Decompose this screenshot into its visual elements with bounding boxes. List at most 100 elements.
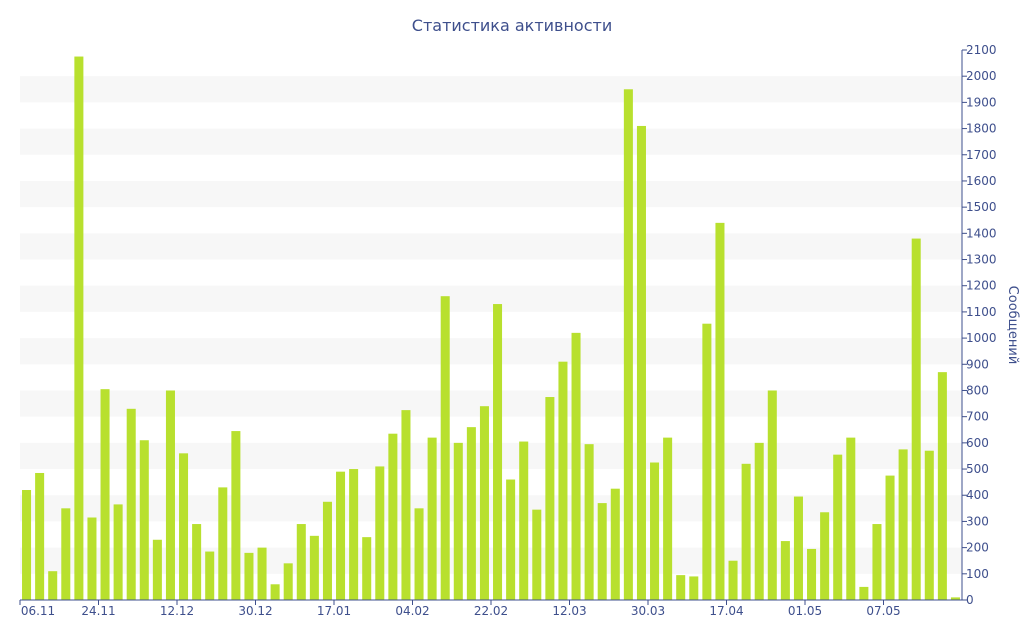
y-tick-label: 800: [966, 383, 989, 397]
bar: [87, 517, 97, 600]
bar: [152, 539, 162, 600]
bar: [859, 586, 869, 600]
y-tick-label: 200: [966, 541, 989, 555]
y-tick-label: 1000: [966, 331, 997, 345]
bar: [820, 512, 830, 600]
grid-band: [20, 233, 962, 260]
bar: [545, 397, 555, 600]
bar: [767, 390, 777, 600]
bar: [885, 475, 895, 600]
grid-band: [20, 180, 962, 208]
bar: [689, 576, 699, 600]
y-tick-label: 300: [966, 514, 989, 528]
bar: [205, 551, 215, 600]
bar: [506, 479, 516, 600]
x-tick-label: 30.03: [631, 604, 665, 618]
bar: [479, 406, 489, 600]
bar: [663, 437, 673, 600]
bar: [139, 440, 149, 600]
bar: [584, 444, 594, 600]
y-tick-label: 100: [966, 567, 989, 581]
grid-band: [20, 338, 962, 365]
bar: [846, 437, 856, 600]
bar: [401, 410, 411, 600]
x-tick-label: 30.12: [238, 604, 272, 618]
y-tick-label: 2000: [966, 69, 997, 83]
bar: [780, 541, 790, 600]
bar: [650, 462, 660, 600]
bar: [336, 471, 346, 600]
grid-bands: [20, 76, 962, 574]
x-tick-label: 06.11: [21, 604, 55, 618]
bar: [375, 466, 385, 600]
bars-group: [22, 56, 960, 601]
y-tick-label: 1100: [966, 305, 997, 319]
bar: [22, 490, 32, 600]
bar: [623, 89, 633, 601]
bar: [872, 524, 882, 600]
bar: [453, 442, 463, 600]
y-tick-label: 1800: [966, 122, 997, 136]
grid-band: [20, 390, 962, 417]
x-tick-label: 01.05: [788, 604, 822, 618]
bar: [388, 433, 398, 600]
bar: [231, 431, 241, 600]
bar: [937, 372, 947, 600]
bar: [807, 548, 817, 600]
y-tick-label: 1500: [966, 200, 997, 214]
bar: [833, 454, 843, 600]
bar: [519, 441, 529, 600]
bar: [532, 509, 542, 600]
chart-title: Статистика активности: [412, 16, 612, 35]
y-tick-label: 600: [966, 436, 989, 450]
bar: [192, 524, 202, 600]
bar: [440, 296, 450, 600]
bar: [100, 389, 110, 600]
bar: [74, 56, 84, 601]
bar: [35, 472, 45, 600]
grid-band: [20, 547, 962, 574]
y-tick-label: 1900: [966, 95, 997, 109]
y-axis-title: Сообщений: [1005, 286, 1020, 365]
bar: [610, 488, 620, 600]
y-tick-label: 1700: [966, 148, 997, 162]
x-tick-label: 24.11: [81, 604, 115, 618]
bar: [493, 304, 503, 600]
bar: [558, 361, 568, 600]
grid-band: [20, 285, 962, 312]
bar: [244, 552, 254, 600]
x-tick-label: 04.02: [395, 604, 429, 618]
y-ticks-group: 0 100 200 300 400 500 600 700 800 900 1000 1100 1200…: [962, 43, 997, 607]
bar: [270, 584, 280, 600]
bar: [126, 408, 136, 600]
bar: [466, 427, 476, 600]
bar: [427, 437, 437, 600]
bar: [362, 537, 372, 600]
bar: [113, 504, 123, 600]
y-tick-label: 1400: [966, 226, 997, 240]
bar: [414, 508, 424, 600]
bar: [322, 501, 332, 600]
bar: [571, 332, 581, 600]
bar: [296, 524, 306, 600]
y-tick-label: 500: [966, 462, 989, 476]
bar: [61, 508, 71, 600]
bar: [754, 442, 764, 600]
x-tick-label: 12.12: [160, 604, 194, 618]
y-tick-label: 900: [966, 357, 989, 371]
y-tick-label: 1200: [966, 279, 997, 293]
grid-band: [20, 76, 962, 103]
x-tick-label: 07.05: [866, 604, 900, 618]
bar: [728, 560, 738, 600]
bar: [793, 496, 803, 600]
grid-band: [20, 128, 962, 155]
x-tick-label: 17.04: [709, 604, 743, 618]
bar: [950, 597, 960, 600]
bar: [48, 571, 58, 600]
bar: [676, 575, 686, 600]
bar: [349, 469, 359, 600]
bar: [715, 222, 725, 600]
bar: [636, 125, 646, 600]
bar: [283, 563, 293, 600]
